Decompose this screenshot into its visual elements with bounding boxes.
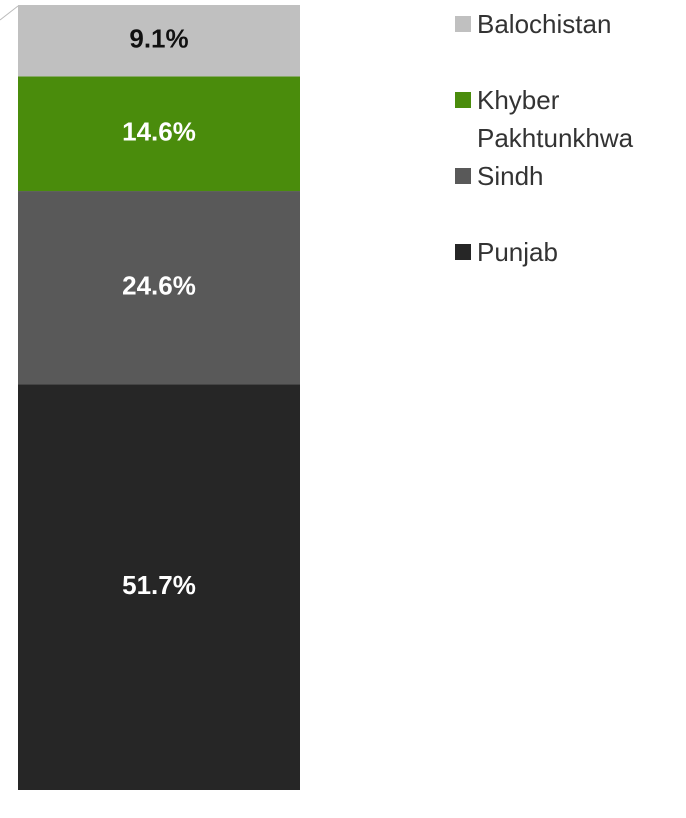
bar-segment <box>18 76 300 192</box>
legend-swatch <box>455 168 471 184</box>
value-label: 9.1% <box>129 24 188 54</box>
bar-segment <box>18 5 300 77</box>
legend-label: Balochistan <box>477 9 612 39</box>
legend-label: Sindh <box>477 161 544 191</box>
value-label: 14.6% <box>122 117 196 147</box>
axis-decoration <box>0 5 19 21</box>
legend-label: Punjab <box>477 237 558 267</box>
bar-segment <box>18 191 300 385</box>
legend-item: Sindh <box>455 157 670 195</box>
legend-label: Khyber Pakhtunkhwa <box>477 85 634 153</box>
legend-swatch <box>455 16 471 32</box>
value-label: 24.6% <box>122 270 196 300</box>
value-label: 51.7% <box>122 570 196 600</box>
legend-item: Punjab <box>455 233 670 271</box>
legend-item: Khyber Pakhtunkhwa <box>455 81 670 157</box>
bar-segment <box>18 384 300 790</box>
legend-item: Balochistan <box>455 5 670 43</box>
legend-swatch <box>455 244 471 260</box>
legend-swatch <box>455 92 471 108</box>
